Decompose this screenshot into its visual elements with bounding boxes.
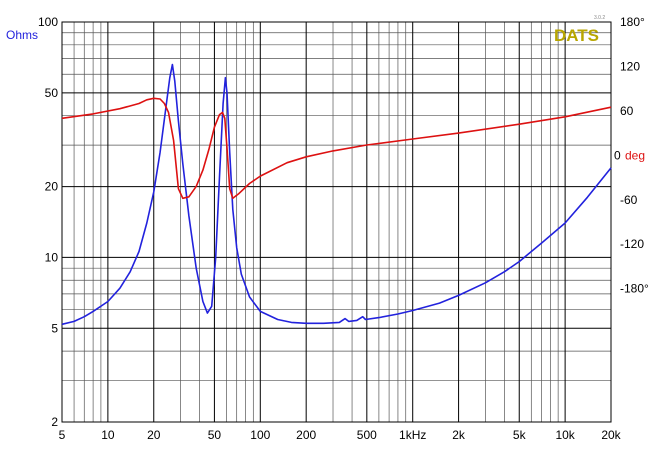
- y-tick-label: 100: [38, 15, 58, 29]
- series-layer: [61, 63, 612, 326]
- right-axis-tick-labels: 180° 120 60 0 -60 -120 -180°: [614, 15, 649, 296]
- y-tick-label: 10: [45, 250, 59, 264]
- left-axis-unit-label: Ohms: [6, 28, 38, 42]
- dats-logo: DATS: [554, 26, 599, 45]
- x-tick-label: 100: [250, 428, 270, 442]
- y2-tick-label: -60: [620, 193, 638, 207]
- y2-tick-label: -180°: [620, 282, 649, 296]
- x-tick-label: 5: [59, 428, 66, 442]
- y2-tick-label: 180°: [620, 15, 645, 29]
- x-tick-label: 20: [147, 428, 161, 442]
- version-label: 3.0.2: [594, 15, 605, 21]
- y2-tick-label: -120: [620, 237, 644, 251]
- x-tick-label: 200: [296, 428, 316, 442]
- right-axis-unit-label: deg: [625, 148, 645, 162]
- y2-tick-label: 0: [614, 148, 621, 162]
- x-tick-label: 50: [208, 428, 222, 442]
- phase-curve: [61, 97, 612, 200]
- y-tick-label: 2: [51, 415, 58, 429]
- x-tick-label: 10k: [555, 428, 575, 442]
- x-axis-tick-labels: 5 10 20 50 100 200 500 1kHz 2k 5k 10k 20k: [59, 428, 622, 442]
- y-tick-label: 50: [45, 86, 59, 100]
- x-tick-label: 2k: [452, 428, 466, 442]
- x-tick-label: 500: [357, 428, 377, 442]
- y2-tick-label: 120: [620, 59, 640, 73]
- left-axis-tick-labels: 100 50 20 10 5 2: [38, 15, 58, 429]
- plot-frame: [61, 21, 612, 423]
- x-tick-label: 5k: [513, 428, 527, 442]
- y2-tick-label: 60: [620, 104, 634, 118]
- x-tick-label: 10: [101, 428, 115, 442]
- y-tick-label: 5: [51, 321, 58, 335]
- x-tick-label: 20k: [601, 428, 621, 442]
- x-tick-label: 1kHz: [399, 428, 426, 442]
- impedance-curve: [61, 63, 612, 326]
- y-tick-label: 20: [45, 180, 59, 194]
